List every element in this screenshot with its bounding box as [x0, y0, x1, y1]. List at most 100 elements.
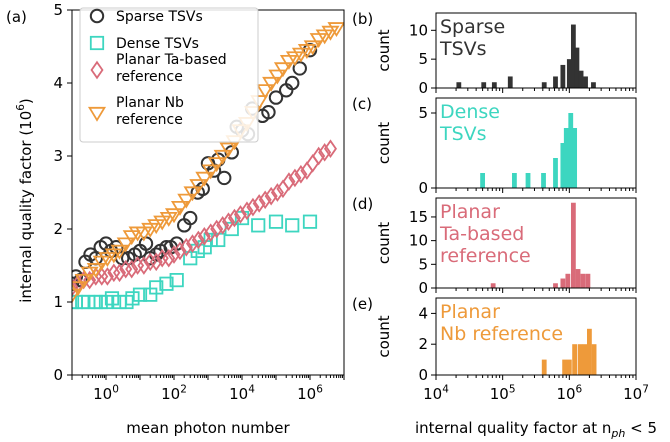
- legend-label: Sparse TSVs: [116, 9, 203, 25]
- data-point: [86, 263, 105, 278]
- legend-marker: [90, 60, 104, 80]
- data-point: [246, 197, 260, 217]
- data-point: [72, 281, 88, 297]
- x-axis-label: internal quality factor at nph < 5: [415, 419, 657, 440]
- data-point: [270, 183, 284, 202]
- legend-marker: [87, 106, 107, 122]
- data-point: [227, 208, 241, 228]
- histogram-bar: [566, 59, 572, 88]
- x-tick-label: 104: [229, 383, 255, 403]
- y-tick-label: 5: [418, 104, 428, 122]
- data-point: [74, 273, 93, 289]
- histogram-bar: [480, 173, 485, 188]
- histogram-bar: [560, 278, 566, 288]
- data-point: [189, 179, 208, 195]
- y-tick-label: 5: [418, 255, 428, 273]
- data-point: [217, 170, 232, 186]
- data-point: [201, 164, 220, 180]
- x-tick-label: 106: [556, 383, 582, 403]
- panel-inset-label: Planar: [440, 201, 500, 223]
- data-point: [170, 200, 190, 216]
- y-tick-label: 4: [53, 74, 63, 92]
- data-point: [107, 263, 121, 283]
- data-point: [233, 205, 247, 224]
- legend-label: Planar Nb: [116, 95, 184, 111]
- y-tick-label: 0: [418, 79, 428, 97]
- data-point: [264, 186, 278, 206]
- data-point: [162, 248, 176, 268]
- data-point: [191, 230, 205, 250]
- data-point: [72, 288, 82, 304]
- histogram-bar: [591, 82, 596, 88]
- data-point: [110, 244, 129, 260]
- histogram-bar: [553, 158, 558, 188]
- data-point: [98, 252, 117, 268]
- data-point: [104, 291, 120, 306]
- data-point: [183, 186, 202, 202]
- data-point: [153, 215, 172, 231]
- histogram-bar: [575, 269, 581, 288]
- data-point: [125, 259, 139, 279]
- x-tick-label: 102: [161, 383, 187, 403]
- y-tick-label: 4: [418, 304, 428, 322]
- data-point: [302, 42, 318, 58]
- panel-frame: [435, 97, 637, 189]
- data-point: [294, 164, 308, 184]
- histogram-bar: [572, 344, 578, 375]
- histogram-bar: [577, 344, 583, 375]
- data-point: [219, 142, 238, 158]
- panel-frame: [435, 12, 637, 89]
- data-point: [134, 226, 153, 242]
- data-point: [169, 272, 184, 288]
- histogram-bar: [512, 173, 517, 188]
- y-tick-label: 2: [418, 335, 428, 353]
- data-point: [177, 193, 196, 209]
- data-point: [323, 139, 337, 159]
- y-axis-label: count: [375, 315, 393, 357]
- data-point: [303, 40, 322, 56]
- panel-a-points: [72, 22, 344, 310]
- data-point: [159, 276, 174, 291]
- histogram-bar: [541, 173, 546, 188]
- series-diamond: [72, 139, 337, 297]
- y-tick-label: 10: [409, 21, 428, 39]
- data-point: [210, 219, 224, 239]
- data-point: [116, 237, 135, 253]
- data-point: [185, 234, 200, 253]
- histogram-bar: [541, 359, 547, 375]
- y-tick-label: 5: [418, 50, 428, 68]
- data-point: [318, 143, 332, 162]
- panel-frame: [435, 197, 637, 289]
- y-tick-label: 15: [409, 208, 428, 226]
- data-point: [282, 172, 296, 191]
- histogram-bar: [570, 24, 576, 89]
- histogram-bar: [574, 47, 580, 88]
- panel-label: (d): [352, 195, 373, 213]
- data-point: [256, 84, 275, 100]
- data-point: [306, 153, 320, 173]
- x-tick-label: 105: [490, 383, 516, 403]
- data-point: [167, 245, 181, 264]
- legend-label: Dense TSVs: [116, 36, 199, 52]
- data-point: [292, 61, 307, 76]
- data-point: [137, 256, 151, 275]
- histogram-bar: [563, 128, 569, 188]
- data-point: [268, 214, 284, 229]
- data-point: [173, 241, 187, 261]
- data-point: [125, 291, 140, 306]
- panel-label: (c): [352, 95, 372, 113]
- y-tick-label: 0: [53, 366, 63, 384]
- data-point: [216, 216, 230, 235]
- data-point: [312, 146, 326, 166]
- data-point: [197, 226, 211, 246]
- data-point: [252, 194, 266, 213]
- histogram-bar: [562, 359, 568, 375]
- histogram-bar: [582, 344, 588, 375]
- data-point: [143, 252, 157, 272]
- data-point: [113, 263, 127, 283]
- legend-marker: [89, 35, 105, 51]
